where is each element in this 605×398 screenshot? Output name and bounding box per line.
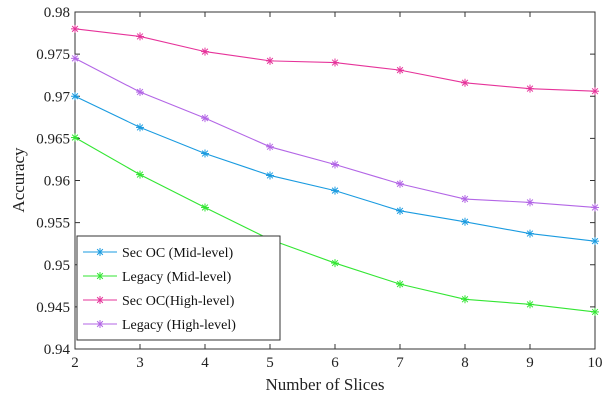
y-tick-label: 0.98 — [44, 5, 70, 21]
data-point — [396, 206, 404, 215]
data-point — [461, 78, 469, 87]
legend-entry: Sec OC(High-level) — [83, 294, 235, 309]
data-point — [71, 24, 79, 33]
legend-marker — [96, 272, 104, 280]
data-point — [396, 280, 404, 289]
data-point — [201, 203, 209, 212]
y-tick-label: 0.965 — [36, 131, 70, 147]
data-point — [396, 179, 404, 188]
data-point — [526, 300, 534, 309]
data-point — [526, 84, 534, 93]
legend-box — [76, 235, 281, 341]
legend-marker — [96, 248, 104, 256]
legend-label: Sec OC (Mid-level) — [122, 246, 234, 261]
y-tick-label: 0.96 — [44, 174, 71, 190]
data-point — [266, 56, 274, 65]
x-tick-label: 6 — [331, 355, 339, 371]
legend: Sec OC (Mid-level) Legacy (Mid-level) Sec … — [76, 235, 281, 341]
data-point — [591, 203, 599, 212]
x-tick-label: 3 — [136, 355, 144, 371]
data-point — [331, 160, 339, 169]
y-tick-label: 0.97 — [44, 89, 71, 105]
data-point — [526, 198, 534, 207]
data-point — [71, 54, 79, 63]
legend-marker — [96, 320, 104, 328]
data-point — [591, 237, 599, 246]
data-point — [266, 171, 274, 180]
data-point — [591, 307, 599, 316]
y-axis-title: Accuracy — [9, 147, 28, 213]
series-3 — [71, 24, 599, 96]
data-point — [71, 133, 79, 142]
data-point — [396, 66, 404, 75]
x-tick-label: 9 — [526, 355, 534, 371]
data-point — [136, 123, 144, 132]
legend-label: Sec OC(High-level) — [122, 294, 235, 309]
x-tick-label: 10 — [588, 355, 603, 371]
data-point — [331, 58, 339, 67]
legend-entry: Legacy (Mid-level) — [83, 270, 232, 285]
x-axis-title: Number of Slices — [266, 375, 385, 394]
data-point — [461, 195, 469, 204]
x-axis-ticks: 2 3 4 5 6 7 8 9 10 — [71, 12, 603, 371]
data-point — [461, 217, 469, 226]
data-point — [136, 32, 144, 41]
data-point — [331, 259, 339, 268]
legend-entry: Sec OC (Mid-level) — [83, 246, 234, 261]
series-4 — [71, 54, 599, 212]
data-point — [266, 142, 274, 151]
data-point — [591, 87, 599, 96]
data-point — [201, 114, 209, 123]
legend-label: Legacy (Mid-level) — [122, 270, 232, 285]
x-tick-label: 8 — [461, 355, 469, 371]
legend-label: Legacy (High-level) — [122, 318, 236, 333]
y-tick-label: 0.975 — [36, 47, 70, 63]
x-tick-label: 2 — [71, 355, 79, 371]
data-point — [136, 170, 144, 179]
data-point — [331, 186, 339, 195]
y-tick-label: 0.955 — [36, 216, 70, 232]
series-1 — [71, 92, 599, 246]
data-point — [136, 88, 144, 97]
legend-marker — [96, 296, 104, 304]
data-point — [461, 295, 469, 304]
data-point — [526, 229, 534, 238]
data-point — [201, 149, 209, 158]
y-tick-label: 0.94 — [44, 342, 71, 358]
x-tick-label: 4 — [201, 355, 209, 371]
x-tick-label: 5 — [266, 355, 274, 371]
x-tick-label: 7 — [396, 355, 404, 371]
data-point — [71, 92, 79, 101]
y-tick-label: 0.945 — [36, 300, 70, 316]
series-2 — [71, 133, 599, 316]
series-layer — [71, 24, 599, 316]
legend-entry: Legacy (High-level) — [83, 318, 236, 333]
y-tick-label: 0.95 — [44, 258, 70, 274]
data-point — [201, 47, 209, 56]
